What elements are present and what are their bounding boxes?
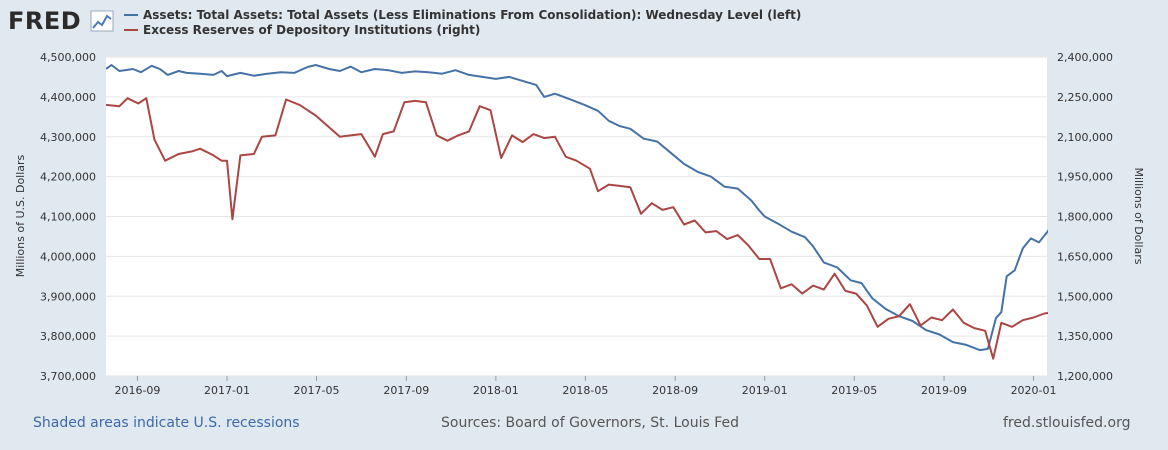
x-axis-ticks: 2016-09 2017-01 2017-05 2017-09 2018-01 2018-… xyxy=(114,376,1057,397)
series-lines xyxy=(106,64,1048,360)
x-tick-label: 2020-01 xyxy=(1011,384,1057,397)
right-axis-title: Millions of Dollars xyxy=(1132,167,1145,264)
x-tick-label: 2017-01 xyxy=(204,384,250,397)
right-tick-label: 1,650,000 xyxy=(1057,250,1113,263)
left-tick-label: 3,900,000 xyxy=(40,290,96,303)
x-tick-label: 2019-01 xyxy=(742,384,788,397)
x-tick-label: 2018-09 xyxy=(652,384,698,397)
right-tick-label: 2,250,000 xyxy=(1057,91,1113,104)
gridlines xyxy=(106,56,1047,377)
legend-label: Excess Reserves of Depository Institutio… xyxy=(143,23,480,37)
legend-label: Assets: Total Assets: Total Assets (Less… xyxy=(143,8,801,22)
series-line-excess-reserves xyxy=(106,97,1048,360)
left-tick-label: 4,400,000 xyxy=(40,91,96,104)
sources-text: Sources: Board of Governors, St. Louis F… xyxy=(441,415,739,431)
right-tick-label: 1,500,000 xyxy=(1057,290,1113,303)
left-tick-label: 4,300,000 xyxy=(40,131,96,144)
logo-graph-icon xyxy=(90,10,114,32)
x-tick-label: 2017-05 xyxy=(294,384,340,397)
fred-logo[interactable]: FRED xyxy=(8,7,81,35)
right-axis-ticks: 1,200,000 1,350,000 1,500,000 1,650,000 1,80… xyxy=(1057,51,1113,383)
x-tick-label: 2019-09 xyxy=(921,384,967,397)
left-tick-label: 4,200,000 xyxy=(40,171,96,184)
left-tick-label: 3,800,000 xyxy=(40,330,96,343)
left-axis-ticks: 3,700,000 3,800,000 3,900,000 4,000,000 4,10… xyxy=(40,51,96,383)
right-tick-label: 1,800,000 xyxy=(1057,211,1113,224)
fred-url-link[interactable]: fred.stlouisfed.org xyxy=(1003,415,1131,431)
series-line-total-assets xyxy=(106,64,1048,352)
x-tick-label: 2019-05 xyxy=(831,384,877,397)
legend: Assets: Total Assets: Total Assets (Less… xyxy=(124,8,801,37)
x-tick-label: 2018-05 xyxy=(562,384,608,397)
right-tick-label: 2,400,000 xyxy=(1057,51,1113,64)
x-tick-label: 2016-09 xyxy=(114,384,160,397)
x-tick-label: 2018-01 xyxy=(473,384,519,397)
recession-note[interactable]: Shaded areas indicate U.S. recessions xyxy=(33,415,300,431)
left-tick-label: 3,700,000 xyxy=(40,370,96,383)
right-tick-label: 1,950,000 xyxy=(1057,171,1113,184)
left-tick-label: 4,500,000 xyxy=(40,51,96,64)
x-tick-label: 2017-09 xyxy=(383,384,429,397)
left-axis-title: Millions of U.S. Dollars xyxy=(14,154,27,277)
left-tick-label: 4,100,000 xyxy=(40,211,96,224)
left-tick-label: 4,000,000 xyxy=(40,250,96,263)
right-tick-label: 2,100,000 xyxy=(1057,131,1113,144)
right-tick-label: 1,350,000 xyxy=(1057,330,1113,343)
right-tick-label: 1,200,000 xyxy=(1057,370,1113,383)
